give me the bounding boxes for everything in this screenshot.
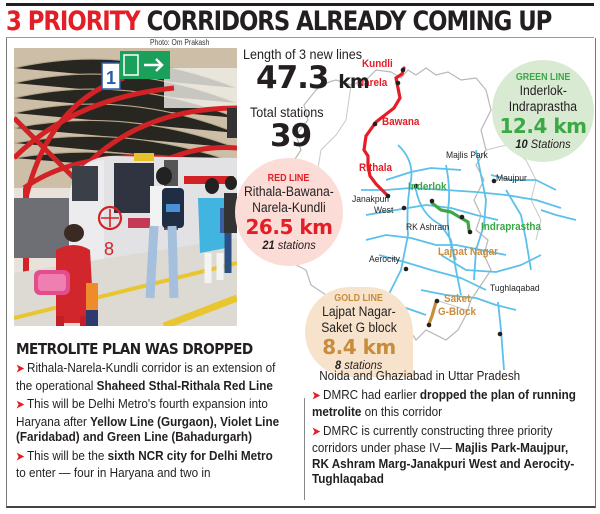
stations-value: 39 [270,118,312,154]
label-rithala: Rithala [359,162,393,174]
arrow-icon: ➤ [16,363,25,375]
headline: 3 PRIORITY CORRIDORS ALREADY COMING UP [6,6,552,37]
label-tughlaqabad: Tughlaqabad [490,283,540,294]
length-value: 47.3 km [256,60,370,96]
headline-rest: CORRIDORS ALREADY COMING UP [139,6,553,37]
continuation-text: Noida and Ghaziabad in Uttar Pradesh [319,368,521,383]
bullet-5: ➤ DMRC is currently constructing three pr… [312,422,575,487]
gold-line-card: GOLD LINE Lajpat Nagar- Saket G block 8.… [305,287,413,377]
gold-line-stations: 8 stations [335,358,383,372]
photo-credit: Photo: Om Prakash [150,38,210,47]
red-line-name: RED LINE [268,172,310,184]
red-line-card: RED LINE Rithala-Bawana- Narela-Kundli 2… [235,158,343,266]
article-frame [6,38,596,508]
label-majlis-park: Majlis Park [446,150,488,161]
metro-platform-illustration: 1 8 [14,48,237,326]
arrow-icon: ➤ [312,425,321,438]
label-janakpuri: Janakpuri [352,194,390,205]
label-aerocity: Aerocity [369,254,400,265]
label-saket: Saket [444,293,471,305]
label-narela: Narela [357,77,388,89]
metro-station-photo: 1 8 [14,48,237,326]
label-bawana: Bawana [382,116,420,128]
bullet-3: ➤ This will be the sixth NCR city for Del… [16,447,273,481]
stations-label: Total stations [250,104,324,120]
gold-line-name: GOLD LINE [334,292,384,304]
headline-highlight: 3 PRIORITY [6,6,141,37]
green-line-name: GREEN LINE [515,71,571,83]
green-line-stations: 10 Stations [515,137,571,151]
arrow-icon: ➤ [16,450,25,463]
station-dots [372,67,503,337]
bullet-2: ➤ This will be Delhi Metro's fourth expan… [16,396,280,444]
bullet-1: ➤ Rithala-Narela-Kundli corridor is an ex… [16,360,276,393]
arrow-icon: ➤ [312,389,321,402]
top-rule [6,3,594,6]
green-line-route [430,201,471,232]
headline-rule [6,37,594,38]
svg-text:1: 1 [106,68,116,88]
gold-line-route [427,300,438,326]
length-label: Length of 3 new lines [243,46,363,62]
label-maujpur: Maujpur [496,173,527,184]
right-column: Noida and Ghaziabad in Uttar Pradesh ➤ DM… [312,368,587,490]
label-janakpuri-west: West [374,205,394,216]
column-divider [304,398,305,500]
arrow-icon: ➤ [16,399,25,411]
bullet-4: ➤ DMRC had earlier dropped the plan of ru… [312,386,576,420]
label-saket-gblock: G-Block [438,306,476,318]
section-title: METROLITE PLAN WAS DROPPED [16,340,253,358]
gold-line-length: 8.4 km [322,335,396,359]
red-line-stations: 21 stations [262,238,316,252]
label-rk-ashram: RK Ashram [406,222,450,233]
label-kundli: Kundli [362,58,393,70]
label-inderlok: Inderlok [408,181,447,193]
left-column: ➤ Rithala-Narela-Kundli corridor is an ex… [16,360,286,484]
label-lajpat-nagar: Lajpat Nagar [438,246,498,258]
green-line-card: GREEN LINE Inderlok- Indraprastha 12.4 k… [492,60,594,162]
svg-text:8: 8 [104,239,114,259]
label-indraprastha: Indraprastha [481,221,541,233]
red-line-length: 26.5 km [245,215,333,239]
green-line-length: 12.4 km [499,114,587,138]
